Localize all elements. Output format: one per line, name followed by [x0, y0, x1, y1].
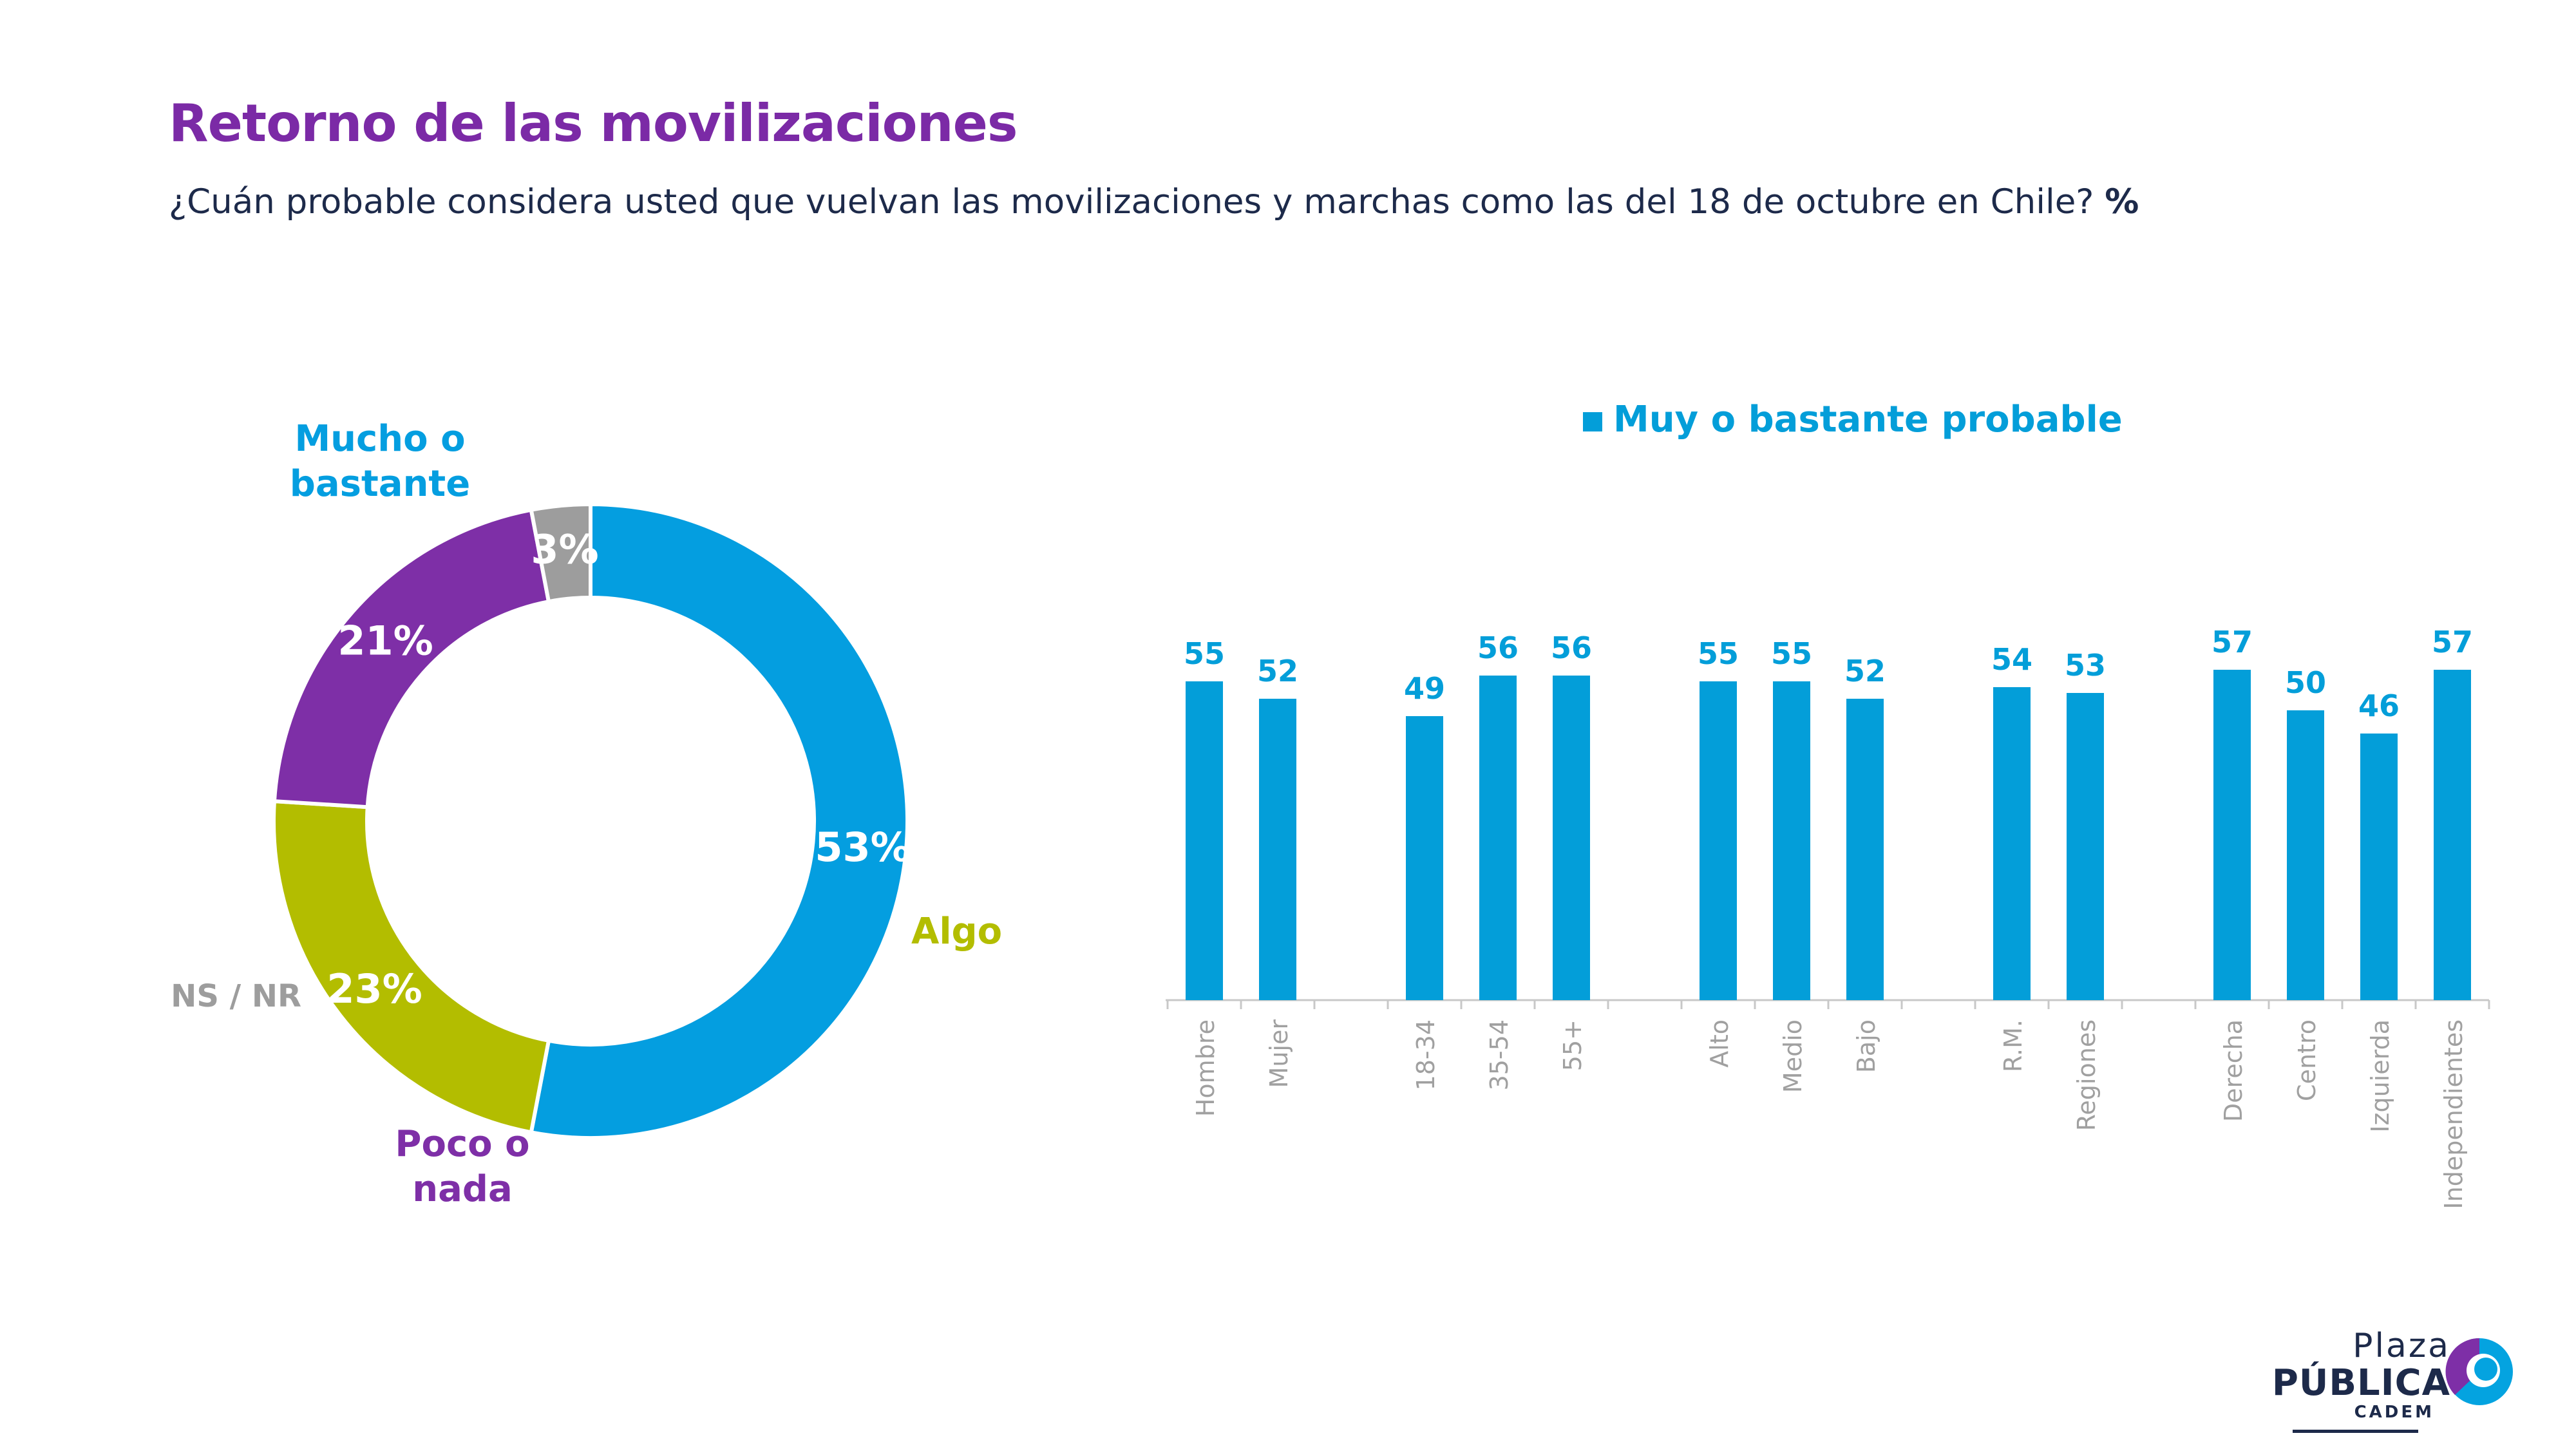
logo-cadem-text: CADEM [2354, 1403, 2434, 1422]
bar-hombre [1186, 681, 1223, 1000]
donut-category-line: Algo [911, 911, 1002, 952]
subtitle-unit: % [2105, 182, 2139, 222]
bar-value-label: 49 [1404, 671, 1445, 706]
bar-r-m [1993, 687, 2031, 1000]
donut-category-line: Mucho o [294, 418, 465, 460]
bar-value-label: 55 [1698, 636, 1739, 671]
bar-value-label: 46 [2358, 688, 2400, 723]
legend-swatch [1583, 412, 1602, 431]
bar-centro [2287, 710, 2324, 1000]
bar-medio [1773, 681, 1810, 1000]
bar-value-label: 57 [2432, 625, 2473, 659]
bar-value-label: 54 [1991, 642, 2032, 677]
donut-category-line: NS / NR [171, 978, 301, 1014]
bar-bajo [1846, 699, 1884, 1000]
logo-underline [2293, 1430, 2418, 1433]
plaza-publica-logo: Plaza PÚBLICA CADEM [2272, 1327, 2547, 1433]
donut-slice-mucho-o-bastante [529, 502, 909, 1140]
donut-category-label: Mucho o bastante [290, 418, 470, 505]
x-tick-label: Alto [1705, 1019, 1734, 1068]
donut-value-label: 3% [531, 526, 598, 573]
donut-category-line: Poco o [395, 1123, 529, 1165]
x-tick-label: Bajo [1852, 1019, 1880, 1073]
x-tick-label: R.M. [1999, 1019, 2027, 1072]
bar-value-label: 56 [1477, 630, 1519, 665]
x-tick-label: Centro [2293, 1019, 2321, 1101]
donut-slice-ns-nr [529, 502, 592, 604]
bar-value-label: 55 [1184, 636, 1225, 671]
donut-value-label: 23% [327, 965, 422, 1012]
bar-chart: Muy o bastante probable 55 Hombre 52 Mujer 49… [1166, 399, 2490, 1209]
donut-chart: 53% Mucho o bastante 23% Algo 21% Poco o nada 3%… [171, 418, 1002, 1210]
donut-category-label: NS / NR [171, 978, 301, 1014]
logo-plaza-text: Plaza [2353, 1327, 2450, 1365]
x-tick-label: Hombre [1191, 1019, 1220, 1117]
bar-alto [1700, 681, 1737, 1000]
donut-category-line: nada [412, 1168, 513, 1210]
bar-value-label: 55 [1771, 636, 1812, 671]
page-title: Retorno de las movilizaciones [169, 93, 1018, 153]
donut-slice-poco-o-nada [272, 507, 551, 810]
bar-mujer [1259, 699, 1296, 1000]
logo-publica-text: PÚBLICA [2271, 1362, 2450, 1404]
donut-category-line: bastante [290, 463, 470, 505]
bar-value-label: 56 [1551, 630, 1592, 665]
donut-value-label: 21% [337, 617, 433, 664]
donut-category-label: Poco o nada [395, 1123, 529, 1210]
x-tick-label: 55+ [1558, 1019, 1587, 1071]
x-tick-label: Mujer [1265, 1019, 1293, 1088]
x-tick-label: 35-54 [1485, 1019, 1513, 1090]
legend-label: Muy o bastante probable [1613, 399, 2123, 440]
bar-independientes [2434, 670, 2471, 1000]
bar-18-34 [1406, 716, 1443, 1000]
x-tick-label: Izquierda [2366, 1019, 2394, 1133]
x-tick-label: 18-34 [1412, 1019, 1440, 1090]
x-tick-label: Independientes [2439, 1019, 2468, 1209]
page-subtitle: ¿Cuán probable considera usted que vuelv… [169, 182, 2139, 222]
bar-value-label: 53 [2065, 648, 2106, 683]
bar-izquierda [2360, 734, 2398, 1000]
x-tick-label: Regiones [2072, 1019, 2101, 1131]
bar-55 [1553, 676, 1590, 1000]
donut-category-label: Algo [911, 911, 1002, 952]
donut-value-label: 53% [815, 824, 910, 871]
bar-derecha [2213, 670, 2251, 1000]
donut-slice-algo [272, 799, 551, 1135]
x-tick-label: Medio [1779, 1019, 1807, 1093]
bar-value-label: 52 [1257, 654, 1298, 688]
logo-mark-icon [2445, 1338, 2513, 1405]
bar-35-54 [1479, 676, 1517, 1000]
bar-value-label: 52 [1844, 654, 1886, 688]
bar-value-label: 57 [2211, 625, 2253, 659]
bar-value-label: 50 [2285, 665, 2326, 700]
subtitle-question: ¿Cuán probable considera usted que vuelv… [169, 182, 2094, 222]
x-tick-label: Derecha [2219, 1019, 2248, 1122]
bar-regiones [2067, 693, 2104, 1000]
